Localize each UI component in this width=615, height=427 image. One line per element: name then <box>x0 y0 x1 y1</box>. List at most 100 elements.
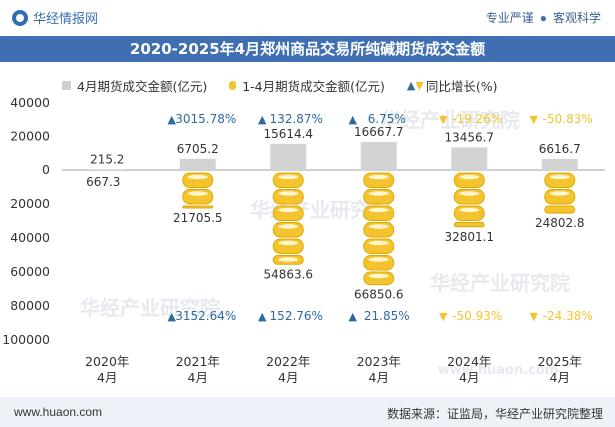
coin-shine-1-1 <box>187 191 208 196</box>
footer: www.huaon.com 数据来源：证监局，华经产业研究院整理 <box>0 397 615 427</box>
footer-source: 数据来源：证监局，华经产业研究院整理 <box>386 407 603 421</box>
coin-shine-2-5 <box>278 257 299 262</box>
growth-ytd-arrow-2: ▲ <box>258 310 267 323</box>
bar-monthly-2 <box>270 143 307 170</box>
x-tick-label-5: 2025年 <box>538 354 582 369</box>
label-ytd-1: 21705.5 <box>173 211 223 225</box>
top-bar: 华经情报网 专业严谨 ● 客观科学 <box>0 0 615 36</box>
label-monthly-1: 6705.2 <box>177 142 219 156</box>
growth-monthly-arrow-4: ▼ <box>439 113 448 126</box>
y-tick-label-0: 40000 <box>10 95 50 110</box>
bar-monthly-1 <box>179 158 216 170</box>
coin-1-2 <box>182 205 214 209</box>
watermark-3: 华经产业研究院 <box>430 271 570 295</box>
x-tick-label-month-4: 4月 <box>459 370 479 385</box>
legend: 4月期货成交金额(亿元) 1-4月期货成交金额(亿元) ▲ ▼ 同比增长(%) <box>62 76 519 95</box>
bar-monthly-3 <box>360 142 397 170</box>
bar-monthly-4 <box>451 147 488 170</box>
coin-shine-2-4 <box>278 240 299 246</box>
x-tick-label-0: 2020年 <box>85 354 129 369</box>
watermark-2: 华经产业研究院 <box>380 108 520 132</box>
y-tick-label-5: 60000 <box>10 264 50 279</box>
growth-monthly-4: -19.26% <box>452 112 502 126</box>
growth-monthly-2: 132.87% <box>270 112 323 126</box>
growth-monthly-3: 6.75% <box>368 112 406 126</box>
coin-5-2 <box>544 205 576 214</box>
growth-ytd-arrow-3: ▲ <box>349 310 358 323</box>
growth-ytd-arrow-5: ▼ <box>530 310 539 323</box>
legend-coin-swatch-icon <box>229 81 237 90</box>
growth-monthly-arrow-5: ▼ <box>530 113 539 126</box>
growth-ytd-1: 3152.64% <box>175 309 236 323</box>
legend-item-monthly[interactable]: 4月期货成交金额(亿元) <box>62 76 207 95</box>
watermark-0: 华经产业研究院 <box>80 296 220 320</box>
label-monthly-4: 13456.7 <box>444 130 494 144</box>
huajing-logo-icon <box>12 9 28 26</box>
y-tick-label-2: 0 <box>42 162 50 177</box>
y-tick-label-7: 100000 <box>2 332 50 347</box>
x-tick-label-4: 2024年 <box>447 354 491 369</box>
y-tick-label-1: 20000 <box>10 129 50 144</box>
y-tick-label-6: 80000 <box>10 298 50 313</box>
coin-shine-4-2 <box>459 207 480 213</box>
legend-label-growth: 同比增长(%) <box>425 79 498 94</box>
coin-shine-3-3 <box>368 224 389 229</box>
coin-shine-4-0 <box>459 174 480 180</box>
x-tick-label-month-1: 4月 <box>188 370 208 385</box>
growth-ytd-2: 152.76% <box>270 309 323 323</box>
brand-name: 华经情报网 <box>33 11 99 26</box>
coin-shine-2-1 <box>278 191 299 196</box>
y-tick-label-4: 40000 <box>10 230 50 245</box>
x-tick-label-month-2: 4月 <box>278 370 298 385</box>
growth-ytd-arrow-1: ▲ <box>168 310 177 323</box>
coin-shine-1-0 <box>187 174 208 180</box>
legend-bar-swatch-icon <box>62 81 71 90</box>
slogan-1: 专业严谨 <box>485 11 534 25</box>
watermark-url: www.huaon.com <box>438 363 559 378</box>
label-monthly-3: 16667.7 <box>354 125 404 139</box>
growth-ytd-5: -24.38% <box>543 309 593 323</box>
growth-monthly-arrow-3: ▲ <box>349 113 358 126</box>
bar-monthly-5 <box>541 158 578 170</box>
label-ytd-2: 54863.6 <box>263 267 313 281</box>
coin-shine-3-1 <box>368 191 389 196</box>
legend-label-ytd: 1-4月期货成交金额(亿元) <box>242 79 385 94</box>
separator-dot-icon: ● <box>539 11 547 25</box>
slogan-tags: 专业严谨 ● 客观科学 <box>486 9 601 26</box>
legend-triangle-down-icon: ▼ <box>415 79 424 92</box>
chart-title: 2020-2025年4月郑州商品交易所纯碱期货成交金额 <box>0 36 615 62</box>
coin-shine-2-3 <box>278 224 299 229</box>
growth-monthly-1: 3015.78% <box>175 112 236 126</box>
growth-monthly-arrow-1: ▲ <box>168 113 177 126</box>
coin-4-3 <box>453 222 485 228</box>
coin-shine-5-1 <box>549 191 570 196</box>
label-ytd-0: 667.3 <box>86 175 120 189</box>
coin-shine-3-0 <box>368 174 389 180</box>
coin-shine-3-4 <box>368 240 389 246</box>
footer-url[interactable]: www.huaon.com <box>14 405 103 419</box>
legend-triangle-up-icon: ▲ <box>406 79 416 92</box>
label-monthly-5: 6616.7 <box>539 142 581 156</box>
growth-monthly-5: -50.83% <box>543 112 593 126</box>
y-tick-label-3: 20000 <box>10 196 50 211</box>
coin-shine-5-0 <box>549 174 570 180</box>
label-ytd-3: 66850.6 <box>354 288 404 302</box>
label-monthly-0: 215.2 <box>90 152 124 166</box>
chart-area: 华经产业研究院华经产业研究院华经产业研究院华经产业研究院www.huaon.co… <box>2 95 605 385</box>
x-tick-label-month-0: 4月 <box>97 370 117 385</box>
brand[interactable]: 华经情报网 <box>12 8 98 27</box>
coin-shine-4-1 <box>459 191 480 196</box>
x-tick-label-1: 2021年 <box>176 354 220 369</box>
legend-item-ytd[interactable]: 1-4月期货成交金额(亿元) <box>229 76 385 95</box>
x-tick-label-2: 2022年 <box>266 354 310 369</box>
x-tick-label-3: 2023年 <box>357 354 401 369</box>
label-ytd-4: 32801.1 <box>444 230 494 244</box>
label-ytd-5: 24802.8 <box>535 216 585 230</box>
legend-item-growth[interactable]: ▲ ▼ 同比增长(%) <box>407 76 498 95</box>
growth-ytd-3: 21.85% <box>364 309 410 323</box>
x-tick-label-month-5: 4月 <box>550 370 570 385</box>
coin-shine-3-2 <box>368 207 389 213</box>
growth-monthly-arrow-2: ▲ <box>258 113 267 126</box>
label-monthly-2: 15614.4 <box>263 127 313 141</box>
